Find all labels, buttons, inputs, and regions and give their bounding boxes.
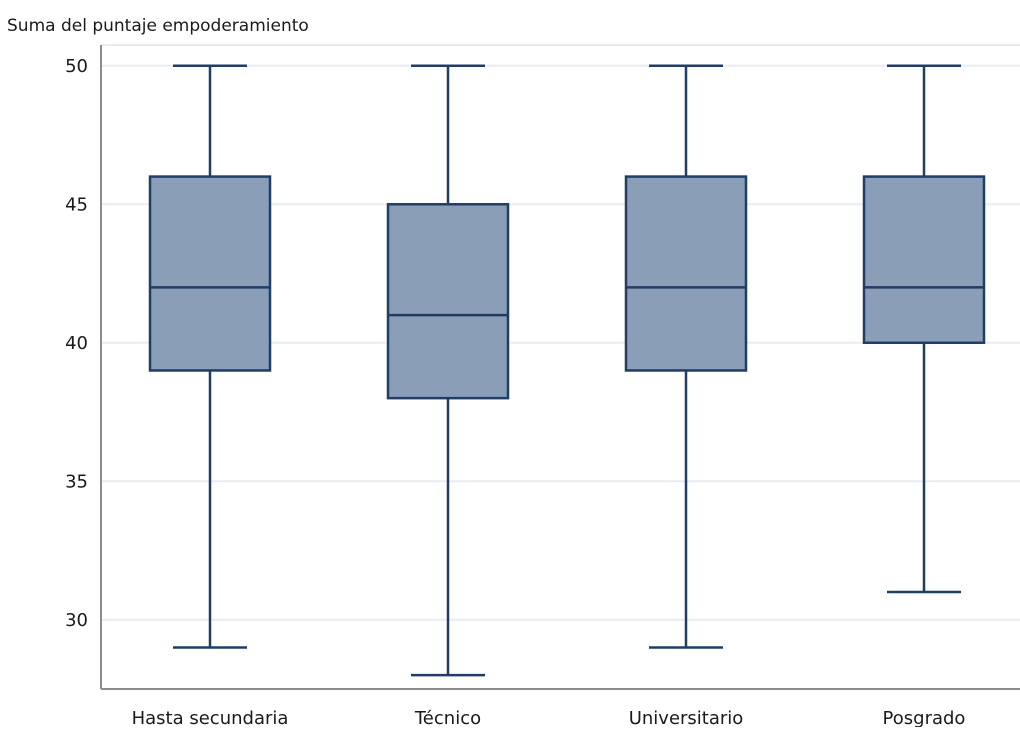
box-hasta-secundaria (148, 64, 272, 649)
box-posgrado (862, 64, 986, 594)
y-tick-label: 50 (65, 56, 88, 77)
y-tick-label: 35 (65, 471, 88, 492)
boxes (148, 64, 986, 677)
x-tick-label: Técnico (414, 708, 481, 727)
x-tick-label: Hasta secundaria (132, 708, 289, 727)
y-axis-label: Suma del puntaje empoderamiento (7, 16, 309, 36)
iqr-box (862, 175, 986, 345)
box-universitario (624, 64, 748, 649)
iqr-box (148, 175, 272, 372)
axes (100, 45, 1020, 690)
y-tick-label: 30 (65, 610, 88, 631)
iqr-box (624, 175, 748, 372)
x-tick-label: Posgrado (883, 708, 966, 727)
y-tick-label: 45 (65, 194, 88, 215)
x-tick-labels: Hasta secundaria Técnico Universitario Posg… (132, 708, 966, 729)
y-tick-label: 40 (65, 333, 88, 354)
box-tecnico (386, 64, 510, 677)
iqr-box (386, 203, 510, 400)
x-tick-label: Universitario (629, 708, 744, 727)
y-tick-labels: 30 35 40 45 50 (65, 56, 88, 631)
